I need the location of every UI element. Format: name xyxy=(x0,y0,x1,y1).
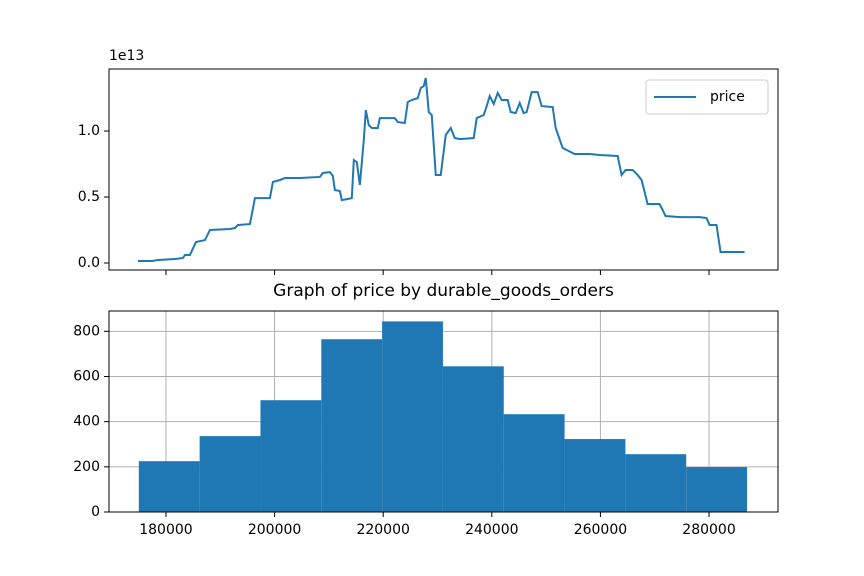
y-tick-label: 0.0 xyxy=(78,255,100,271)
x-tick-label: 220000 xyxy=(356,522,409,538)
hist-bar xyxy=(625,454,687,512)
y-tick-label: 0.5 xyxy=(78,189,100,205)
x-tick-label: 180000 xyxy=(139,522,192,538)
hist-bar xyxy=(503,414,565,512)
axes-frame xyxy=(108,310,779,513)
line-series xyxy=(138,77,745,263)
y-tick-label: 200 xyxy=(73,459,100,475)
x-tick-label: 280000 xyxy=(682,522,735,538)
y-tick-label: 600 xyxy=(73,368,100,384)
hist-bar xyxy=(138,461,200,512)
y-tick-label: 1.0 xyxy=(78,123,100,139)
hist-bar xyxy=(199,436,261,512)
x-tick-label: 200000 xyxy=(248,522,301,538)
hist-bar xyxy=(686,467,748,512)
y-tick-label: 400 xyxy=(73,414,100,430)
legend-label: price xyxy=(710,89,745,105)
hist-bar xyxy=(321,339,383,512)
hist-bar xyxy=(260,400,322,512)
y-tick-label: 0 xyxy=(91,504,100,520)
x-tick-label: 240000 xyxy=(465,522,518,538)
y-offset-label: 1e13 xyxy=(109,48,144,64)
x-tick-label: 260000 xyxy=(574,522,627,538)
hist-bar xyxy=(382,321,443,512)
hist-bar xyxy=(564,439,626,512)
hist-bar xyxy=(442,366,504,512)
axes-frame xyxy=(108,68,779,271)
y-tick-label: 800 xyxy=(73,323,100,339)
chart-title: Graph of price by durable_goods_orders xyxy=(273,281,614,301)
legend-box xyxy=(645,79,769,115)
